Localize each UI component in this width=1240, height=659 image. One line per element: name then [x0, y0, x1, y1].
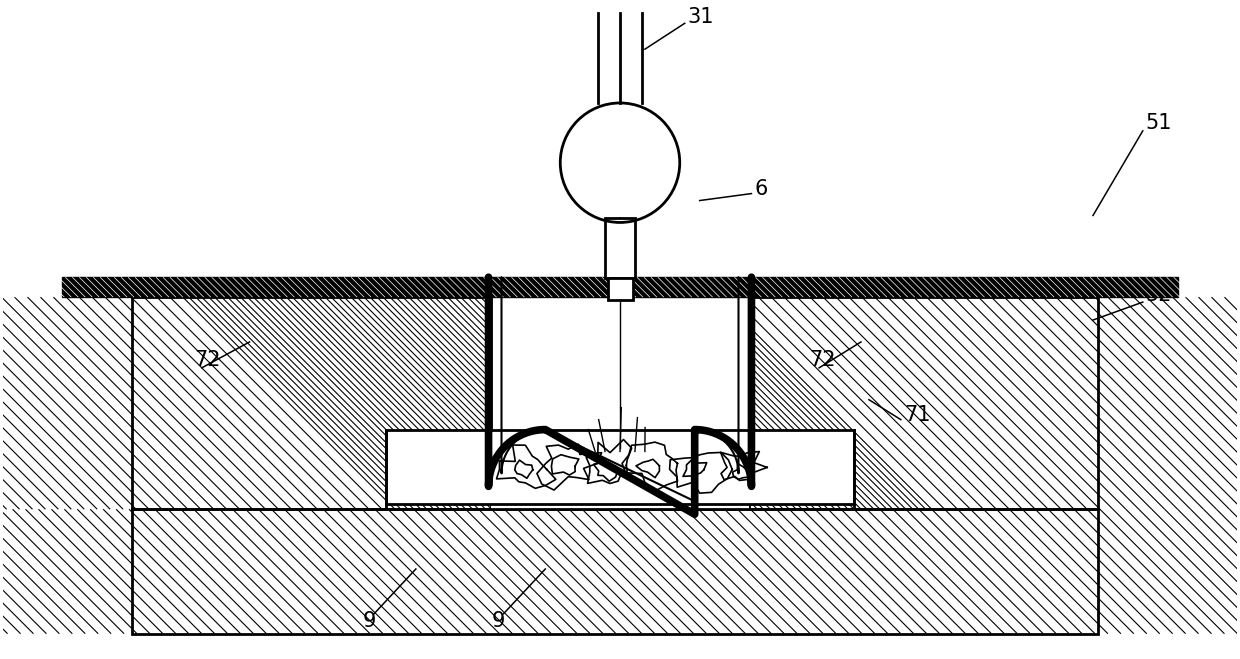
Text: 71: 71 [904, 405, 930, 424]
Bar [133, 509, 1097, 634]
Bar [386, 430, 854, 504]
Bar [605, 219, 635, 278]
Bar [133, 509, 1097, 634]
Bar [62, 277, 1178, 297]
Text: 6: 6 [754, 179, 768, 198]
Text: 52: 52 [1146, 285, 1172, 305]
Text: 72: 72 [193, 350, 221, 370]
Bar [749, 297, 1097, 509]
Bar [133, 297, 491, 509]
Bar [608, 278, 632, 300]
Text: 9: 9 [492, 611, 505, 631]
Bar [491, 297, 749, 509]
Bar [133, 297, 491, 509]
Bar [62, 277, 1178, 297]
Text: 51: 51 [1146, 113, 1172, 133]
Text: 72: 72 [810, 350, 836, 370]
Text: 9: 9 [362, 611, 376, 631]
Bar [749, 297, 1097, 509]
Text: 31: 31 [688, 7, 714, 27]
